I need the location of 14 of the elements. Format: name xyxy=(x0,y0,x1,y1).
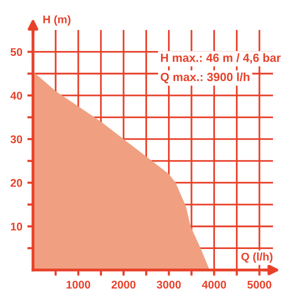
y-tick-label: 40 xyxy=(10,92,22,100)
x-tick-label: 3000 xyxy=(156,280,181,289)
y-tick-label: 20 xyxy=(10,178,22,187)
y-axis-title: H (m) xyxy=(43,15,70,26)
y-tick-label: 10 xyxy=(10,222,22,230)
annotation: Q max.: 3900 l/h xyxy=(160,72,250,84)
y-tick-label: 50 xyxy=(10,48,22,56)
annotation: H max.: 46 m / 4,6 bar xyxy=(160,53,281,64)
x-tick-label: 2000 xyxy=(112,280,136,289)
x-axis-title: Q (l/h) xyxy=(241,252,272,263)
x-tick-label: 4000 xyxy=(202,280,226,289)
x-tick-label: 5000 xyxy=(247,280,272,289)
y-tick-label: 30 xyxy=(10,135,22,144)
x-tick-label: 1000 xyxy=(66,280,90,289)
